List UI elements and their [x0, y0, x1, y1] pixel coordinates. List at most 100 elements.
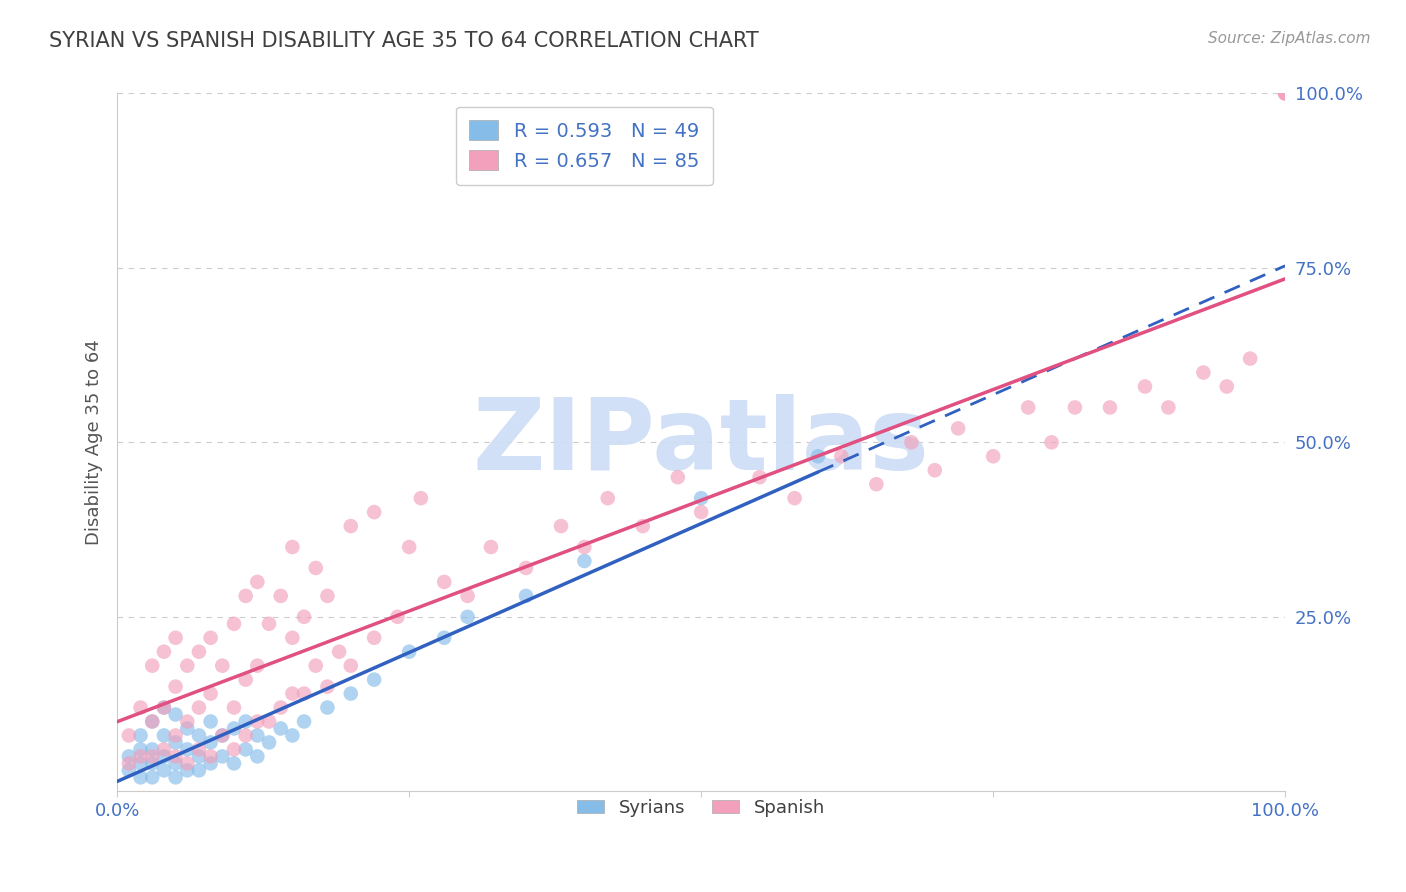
Point [257, 616, 280, 631]
Point [316, 680, 339, 694]
Point [1192, 366, 1215, 380]
Point [165, 729, 187, 743]
Point [200, 714, 222, 729]
Point [550, 519, 572, 533]
Point [900, 435, 922, 450]
Point [574, 554, 596, 568]
Point [153, 749, 176, 764]
Point [257, 714, 280, 729]
Point [246, 574, 269, 589]
Point [187, 742, 209, 756]
Point [118, 756, 141, 771]
Text: Source: ZipAtlas.com: Source: ZipAtlas.com [1208, 31, 1371, 46]
Point [1017, 401, 1039, 415]
Point [257, 735, 280, 749]
Y-axis label: Disability Age 35 to 64: Disability Age 35 to 64 [86, 340, 103, 545]
Point [1274, 87, 1296, 101]
Point [398, 645, 420, 659]
Point [165, 770, 187, 784]
Point [211, 749, 233, 764]
Point [865, 477, 887, 491]
Point [187, 700, 209, 714]
Point [118, 764, 141, 778]
Point [946, 421, 969, 435]
Point [153, 764, 176, 778]
Point [153, 742, 176, 756]
Point [748, 470, 770, 484]
Point [246, 749, 269, 764]
Point [141, 714, 163, 729]
Point [457, 589, 479, 603]
Point [924, 463, 946, 477]
Point [165, 749, 187, 764]
Point [153, 700, 176, 714]
Point [292, 609, 315, 624]
Point [153, 700, 176, 714]
Point [433, 631, 456, 645]
Point [281, 687, 304, 701]
Point [129, 749, 152, 764]
Point [153, 645, 176, 659]
Point [187, 729, 209, 743]
Point [222, 756, 245, 771]
Point [1098, 401, 1121, 415]
Point [211, 658, 233, 673]
Point [165, 756, 187, 771]
Point [165, 680, 187, 694]
Point [176, 714, 198, 729]
Text: SYRIAN VS SPANISH DISABILITY AGE 35 TO 64 CORRELATION CHART: SYRIAN VS SPANISH DISABILITY AGE 35 TO 6… [49, 31, 759, 51]
Point [141, 714, 163, 729]
Point [690, 491, 713, 505]
Point [515, 561, 537, 575]
Point [141, 770, 163, 784]
Point [187, 749, 209, 764]
Point [1239, 351, 1261, 366]
Point [187, 764, 209, 778]
Point [129, 742, 152, 756]
Point [783, 491, 806, 505]
Point [200, 756, 222, 771]
Point [433, 574, 456, 589]
Point [305, 561, 328, 575]
Point [246, 729, 269, 743]
Point [305, 658, 328, 673]
Point [457, 609, 479, 624]
Point [222, 742, 245, 756]
Point [141, 658, 163, 673]
Point [200, 749, 222, 764]
Point [235, 742, 257, 756]
Point [165, 735, 187, 749]
Point [363, 673, 385, 687]
Point [141, 742, 163, 756]
Point [118, 749, 141, 764]
Point [1274, 87, 1296, 101]
Point [246, 714, 269, 729]
Point [830, 450, 852, 464]
Point [222, 616, 245, 631]
Point [981, 450, 1004, 464]
Point [235, 714, 257, 729]
Point [690, 505, 713, 519]
Point [339, 519, 361, 533]
Point [129, 770, 152, 784]
Point [129, 700, 152, 714]
Point [187, 645, 209, 659]
Point [235, 673, 257, 687]
Point [176, 742, 198, 756]
Point [200, 735, 222, 749]
Point [807, 450, 830, 464]
Point [246, 658, 269, 673]
Point [118, 729, 141, 743]
Point [281, 540, 304, 554]
Point [596, 491, 619, 505]
Point [281, 631, 304, 645]
Point [176, 658, 198, 673]
Point [270, 722, 292, 736]
Point [211, 729, 233, 743]
Point [515, 589, 537, 603]
Point [235, 589, 257, 603]
Point [316, 589, 339, 603]
Point [165, 707, 187, 722]
Point [211, 729, 233, 743]
Point [363, 505, 385, 519]
